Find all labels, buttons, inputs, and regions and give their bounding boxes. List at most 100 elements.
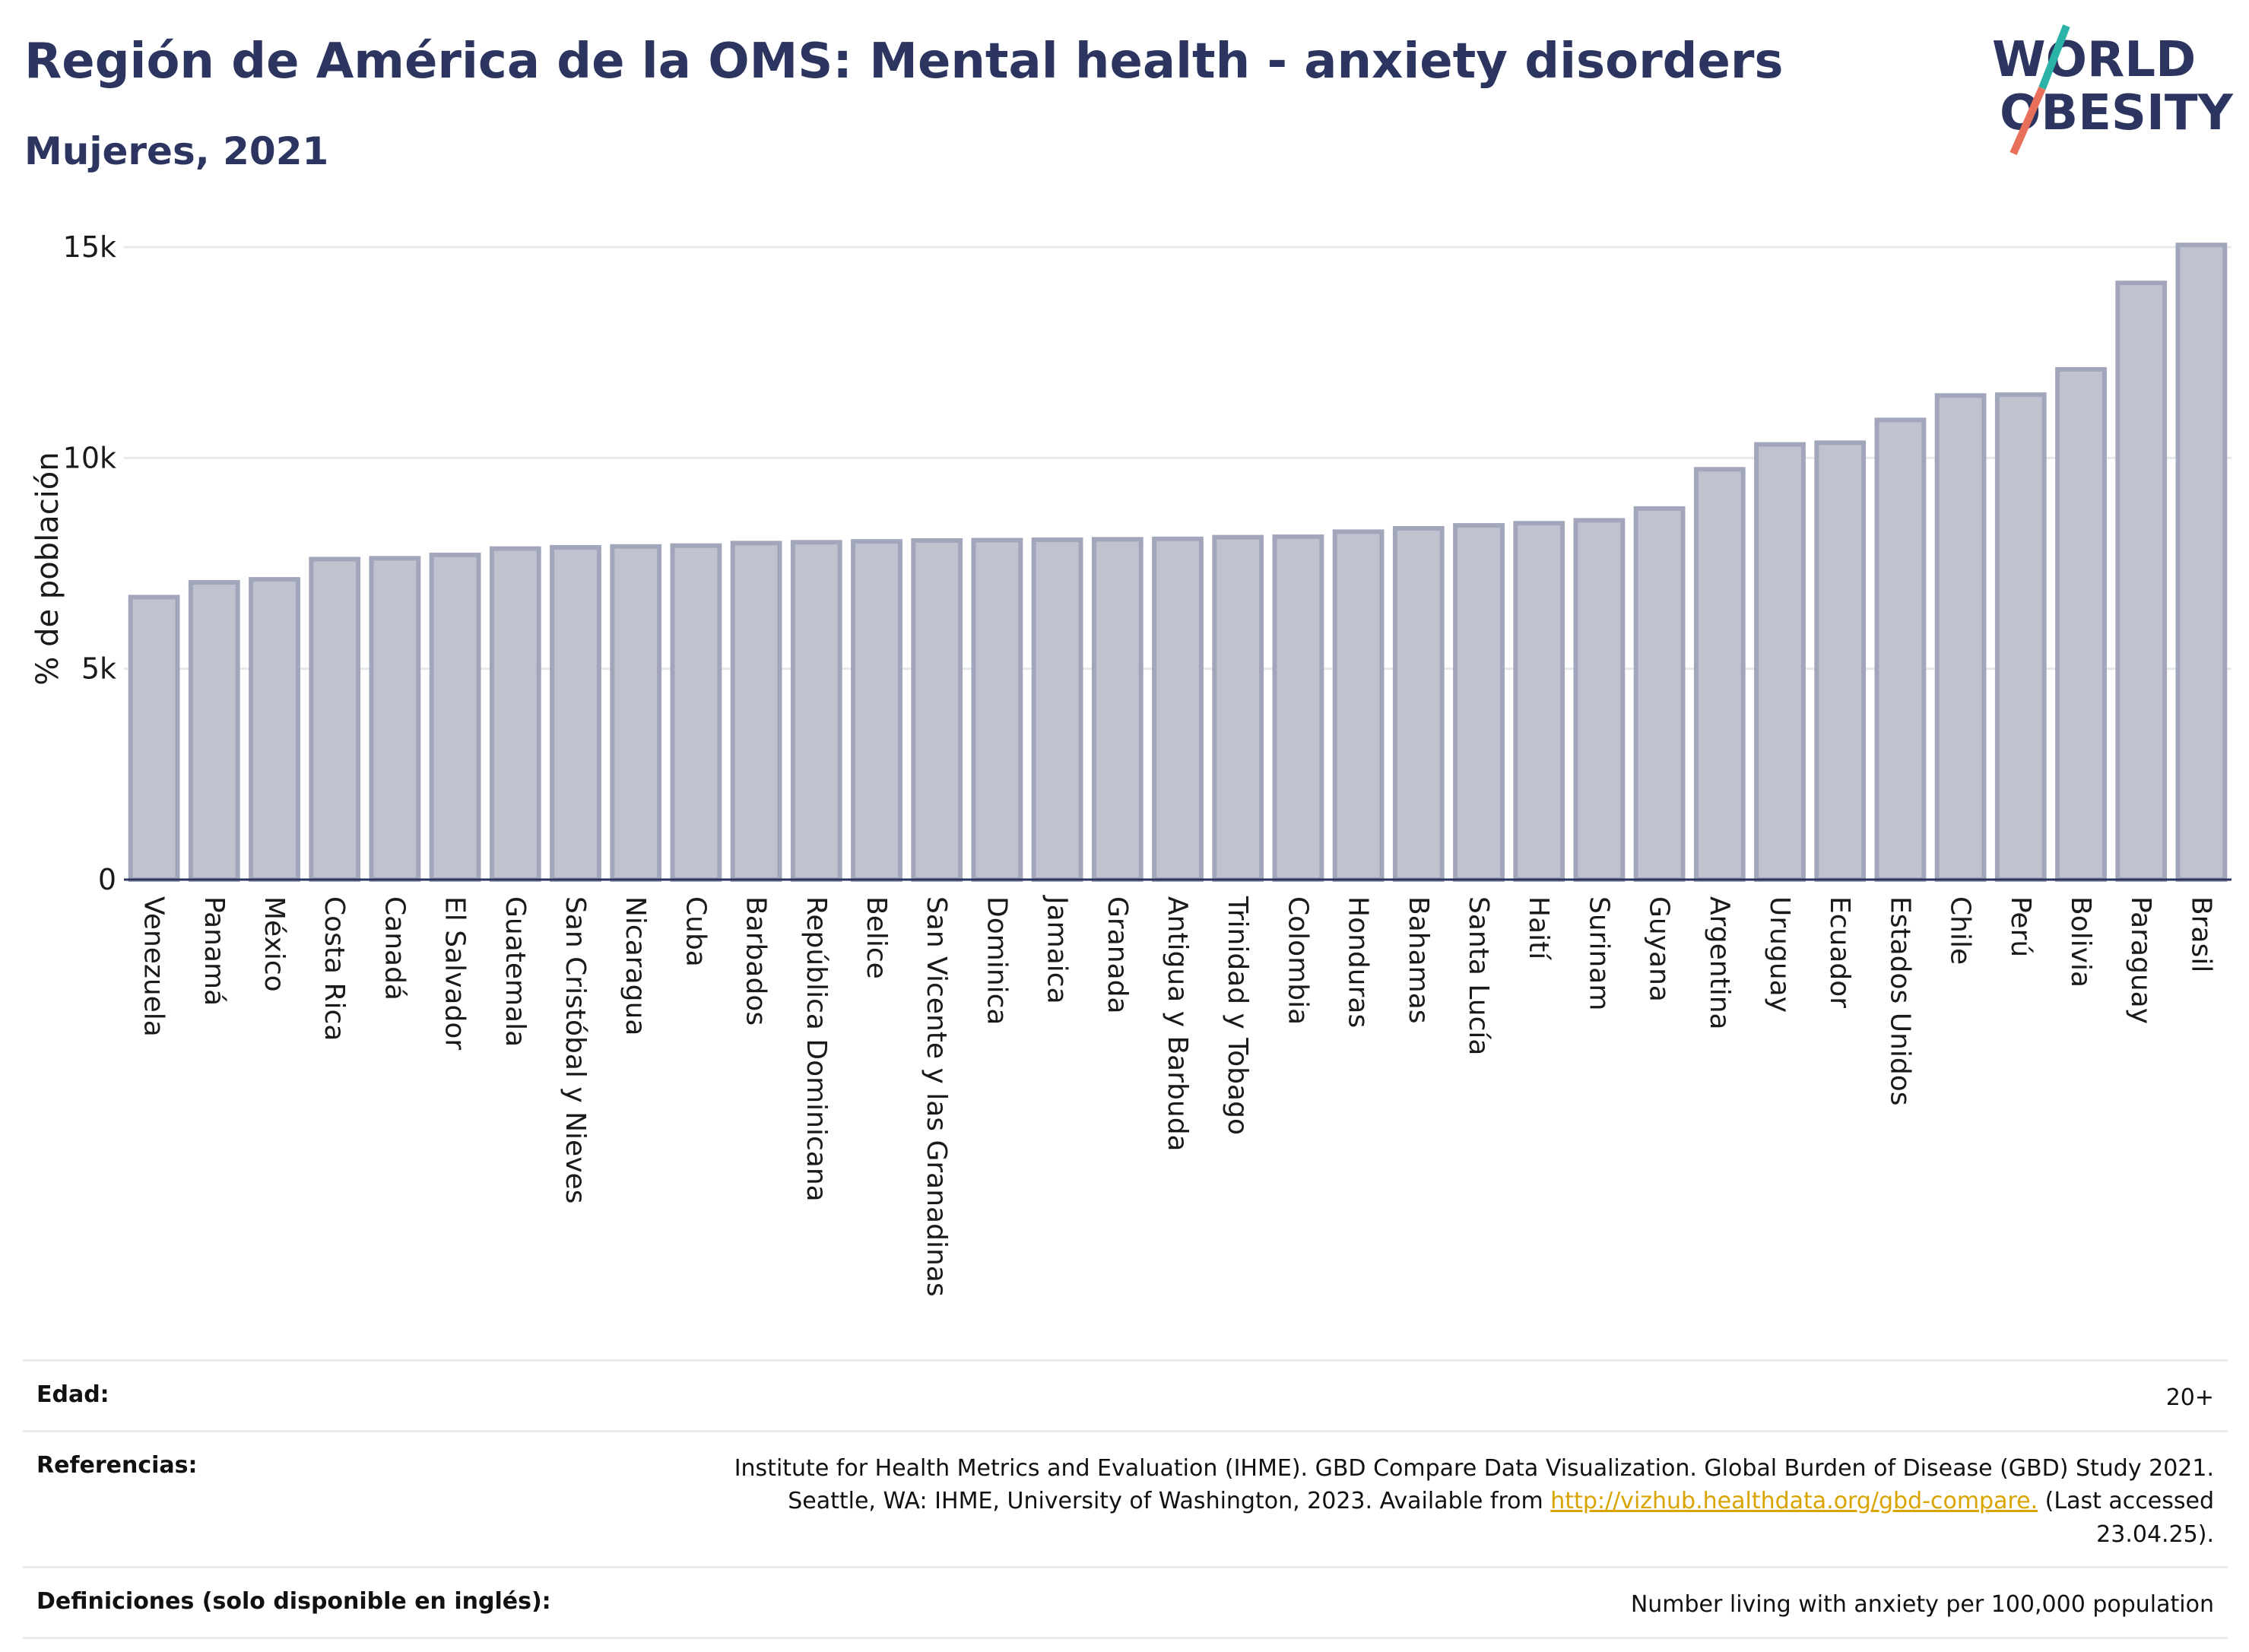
bar <box>1874 417 1927 882</box>
logo-line-1: WORLD <box>1992 32 2196 88</box>
x-tick-label: Barbados <box>741 896 772 1026</box>
bar <box>249 577 300 882</box>
bar <box>128 595 180 883</box>
bar <box>1332 529 1385 883</box>
bar <box>369 556 421 882</box>
bar <box>2115 281 2168 882</box>
x-tick-label: Nicaragua <box>620 896 651 1035</box>
x-tick-label: San Vicente y las Granadinas <box>921 896 952 1297</box>
age-label: Edad: <box>36 1381 109 1408</box>
x-tick-label: Santa Lucía <box>1463 896 1494 1055</box>
x-tick-label: Honduras <box>1343 896 1374 1028</box>
y-tick-label: 10k <box>63 441 116 474</box>
chart-footer: Edad: 20+ Referencias: Institute for Hea… <box>23 1359 2228 1639</box>
logo-slash-bottom <box>2010 86 2046 156</box>
bar <box>670 543 722 882</box>
footer-row-references: Referencias: Institute for Health Metric… <box>23 1429 2228 1567</box>
x-tick-label: Granada <box>1102 896 1133 1014</box>
references-text-2: Seattle, WA: IHME, University of Washing… <box>788 1488 1551 1514</box>
x-tick-label: Antigua y Barbuda <box>1162 896 1193 1152</box>
x-tick-label: Brasil <box>2185 896 2216 972</box>
x-tick-label: Perú <box>2005 896 2036 957</box>
y-tick-label: 0 <box>98 863 116 896</box>
bar <box>1031 537 1083 882</box>
definitions-value: Number living with anxiety per 100,000 p… <box>1630 1591 2214 1618</box>
bar <box>2175 243 2228 882</box>
world-obesity-logo: WORLD OBESITY <box>1992 24 2233 156</box>
chart-title: Región de América de la OMS: Mental heal… <box>24 33 1784 90</box>
logo-slash-top <box>2038 24 2070 90</box>
bar <box>1573 518 1626 882</box>
y-axis-label: % de población <box>30 452 65 685</box>
bar <box>610 544 662 883</box>
bar <box>550 544 601 882</box>
bar <box>1814 440 1867 882</box>
references-text-3: (Last accessed <box>2038 1488 2214 1514</box>
references-label: Referencias: <box>36 1451 198 1479</box>
x-tick-label: Cuba <box>680 896 711 967</box>
x-tick-label: Argentina <box>1704 896 1735 1030</box>
x-axis-labels: Venezuela Panamá México Costa Rica Canadá El … <box>138 895 2217 1297</box>
x-tick-label: Colombia <box>1282 896 1313 1025</box>
bar <box>730 541 782 882</box>
bar <box>489 546 541 882</box>
references-link[interactable]: http://vizhub.healthdata.org/gbd-compare… <box>1550 1488 2038 1514</box>
y-tick-label: 5k <box>81 652 116 686</box>
bar <box>1754 442 1806 882</box>
references-text-1: Institute for Health Metrics and Evaluat… <box>734 1454 2214 1482</box>
bar <box>1934 393 1987 882</box>
references-text-4: 23.04.25). <box>2096 1520 2214 1548</box>
x-tick-label: Chile <box>1945 896 1976 965</box>
chart-subtitle: Mujeres, 2021 <box>24 129 329 173</box>
x-tick-label: Bahamas <box>1403 896 1434 1024</box>
bar <box>1994 392 2047 882</box>
x-tick-label: Jamaica <box>1042 895 1073 1004</box>
references-value: Institute for Health Metrics and Evaluat… <box>734 1452 2214 1552</box>
bar <box>2055 366 2107 882</box>
x-tick-label: Panamá <box>198 896 230 1006</box>
bar <box>1392 525 1445 882</box>
x-tick-label: Ecuador <box>1824 896 1855 1008</box>
bar <box>188 579 240 883</box>
x-tick-label: El Salvador <box>439 896 471 1050</box>
bar <box>851 539 902 882</box>
bar <box>790 540 842 882</box>
x-tick-label: Trinidad y Tobago <box>1222 896 1253 1135</box>
bar-chart: 0 5k 10k 15k Venezuela Panamá México Costa Ric… <box>30 230 2232 1297</box>
x-tick-label: Paraguay <box>2125 896 2156 1024</box>
bar <box>1212 534 1264 882</box>
bar <box>1693 467 1746 882</box>
x-tick-label: San Cristóbal y Nieves <box>560 896 591 1203</box>
x-tick-label: Belice <box>861 896 892 979</box>
bar <box>911 538 963 882</box>
footer-row-age: Edad: 20+ <box>23 1359 2228 1430</box>
definitions-label: Definiciones (solo disponible en inglés)… <box>36 1588 551 1615</box>
bar <box>309 556 361 882</box>
bar <box>429 552 481 882</box>
x-tick-label: República Dominicana <box>801 896 832 1202</box>
x-tick-label: Surinam <box>1583 896 1614 1010</box>
bar <box>1513 521 1565 882</box>
x-tick-label: Estados Unidos <box>1884 896 1915 1106</box>
x-tick-label: Uruguay <box>1764 896 1795 1013</box>
bar <box>1633 506 1686 882</box>
bar <box>1453 523 1505 883</box>
x-tick-label: Venezuela <box>138 896 170 1037</box>
x-tick-label: Costa Rica <box>319 896 350 1041</box>
x-tick-label: Canadá <box>379 896 410 1000</box>
footer-row-definitions: Definiciones (solo disponible en inglés)… <box>23 1566 2228 1639</box>
bar <box>1091 537 1144 882</box>
x-tick-label: Bolivia <box>2065 896 2096 988</box>
age-value: 20+ <box>2165 1384 2214 1411</box>
bar <box>1272 534 1324 883</box>
x-tick-label: México <box>259 896 290 992</box>
x-tick-label: Guyana <box>1644 896 1675 1002</box>
x-tick-label: Haití <box>1523 896 1554 960</box>
bars <box>128 243 2228 883</box>
y-axis-ticks: 0 5k 10k 15k <box>63 230 116 896</box>
x-tick-label: Dominica <box>981 896 1012 1026</box>
bar <box>971 537 1023 882</box>
x-tick-label: Guatemala <box>500 896 531 1047</box>
y-tick-label: 15k <box>63 230 116 264</box>
bar <box>1152 536 1204 882</box>
